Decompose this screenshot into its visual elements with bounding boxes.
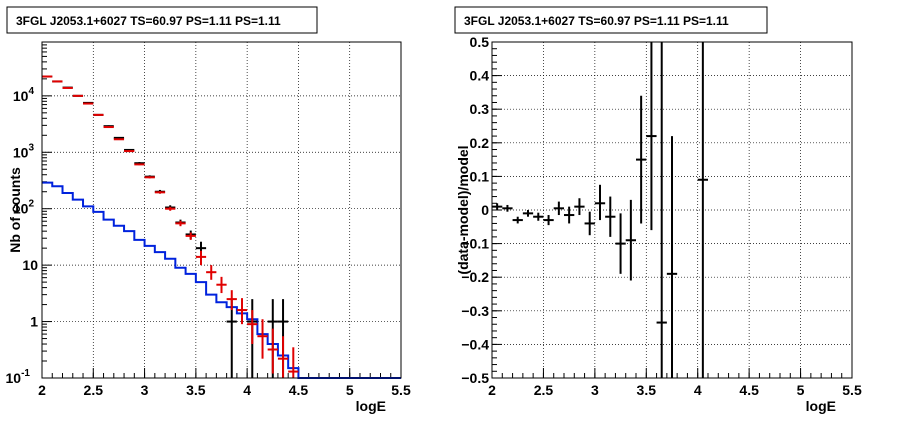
data-point	[83, 102, 94, 105]
data-point	[656, 42, 667, 378]
data-point	[502, 204, 513, 212]
y-tick-label: −0.3	[461, 303, 489, 319]
y-tick-label: −0.2	[461, 269, 489, 285]
x-tick-label: 3	[591, 382, 599, 398]
x-tick-label: 5.5	[842, 382, 862, 398]
y-tick-label: 1	[30, 314, 38, 330]
data-point	[195, 250, 207, 266]
y-tick-label: 0.5	[470, 34, 490, 50]
data-point	[553, 201, 564, 216]
y-tick-label: 10	[22, 257, 38, 273]
counts-frame	[41, 41, 402, 379]
data-point	[103, 126, 114, 129]
x-tick-label: 5.5	[391, 382, 411, 398]
residuals-title: 3FGL J2053.1+6027 TS=60.97 PS=1.11 PS=1.…	[464, 14, 729, 28]
y-tick-label: −0.5	[461, 370, 489, 386]
x-tick-label: 3.5	[186, 382, 206, 398]
data-point	[72, 94, 84, 97]
data-point	[636, 95, 647, 224]
x-tick-label: 4.5	[739, 382, 759, 398]
y-tick-label: −0.4	[461, 336, 489, 352]
x-tick-label: 4	[243, 382, 251, 398]
x-tick-label: 3.5	[637, 382, 657, 398]
data-point	[522, 210, 534, 217]
x-tick-label: 2	[488, 382, 496, 398]
data-point	[625, 199, 636, 281]
y-tick-label: −0.1	[461, 236, 489, 252]
data-point	[512, 216, 523, 224]
data-point	[605, 196, 616, 237]
data-point	[288, 347, 299, 378]
data-point	[165, 206, 176, 211]
x-tick-label: 4.5	[289, 382, 309, 398]
counts-panel: 3FGL J2053.1+6027 TS=60.97 PS=1.11 PS=1.…	[6, 6, 411, 414]
data-point	[226, 299, 237, 378]
counts-title-box	[6, 6, 318, 34]
counts-y-axis-label: Nb of counts	[7, 167, 23, 253]
data-point	[134, 163, 145, 166]
data-point	[175, 220, 186, 227]
y-tick-label: 102	[13, 199, 35, 217]
residuals-x-axis-label: logE	[806, 398, 836, 414]
residuals-y-axis-label: (data-model)/model	[455, 145, 471, 274]
data-point	[42, 75, 53, 78]
data-point	[492, 203, 503, 210]
y-tick-label: 103	[13, 142, 35, 160]
data-point	[113, 138, 125, 141]
x-tick-label: 5	[797, 382, 805, 398]
y-tick-label: 0.3	[470, 101, 490, 117]
data-point	[206, 265, 217, 280]
x-tick-label: 2.5	[534, 382, 554, 398]
data-point	[52, 80, 63, 83]
data-point	[594, 184, 606, 221]
data-point	[154, 191, 166, 194]
residuals-panel: 3FGL J2053.1+6027 TS=60.97 PS=1.11 PS=1.…	[454, 6, 862, 414]
data-point	[697, 42, 708, 378]
data-point	[277, 336, 289, 378]
y-tick-label: 104	[13, 86, 35, 104]
data-point	[533, 212, 544, 221]
data-point	[62, 86, 73, 89]
data-point	[646, 42, 657, 231]
data-point	[584, 211, 595, 236]
data-point	[564, 206, 575, 224]
y-tick-label: 0.4	[470, 68, 490, 84]
data-point	[226, 290, 237, 311]
counts-x-axis-label: logE	[356, 398, 386, 414]
data-point	[267, 328, 278, 374]
data-point	[236, 298, 248, 325]
y-tick-label: 0.1	[470, 168, 490, 184]
data-point	[247, 310, 258, 345]
data-point	[144, 176, 155, 179]
residuals-title-box	[454, 6, 768, 34]
residuals-frame	[491, 41, 853, 379]
x-tick-label: 5	[346, 382, 354, 398]
data-point	[574, 198, 585, 216]
counts-title: 3FGL J2053.1+6027 TS=60.97 PS=1.11 PS=1.…	[16, 14, 281, 28]
x-tick-label: 2.5	[84, 382, 104, 398]
data-point	[666, 136, 678, 378]
data-point	[615, 213, 626, 274]
data-point	[543, 215, 554, 226]
data-point	[257, 319, 268, 359]
y-tick-label: 0.2	[470, 135, 490, 151]
data-point	[124, 150, 135, 153]
data-point	[185, 232, 196, 240]
y-tick-label: 0	[481, 202, 489, 218]
y-tick-label: 10-1	[6, 368, 31, 386]
data-point	[93, 113, 104, 116]
x-tick-label: 4	[694, 382, 702, 398]
x-tick-label: 3	[141, 382, 149, 398]
data-point	[216, 276, 227, 294]
x-tick-label: 2	[38, 382, 46, 398]
